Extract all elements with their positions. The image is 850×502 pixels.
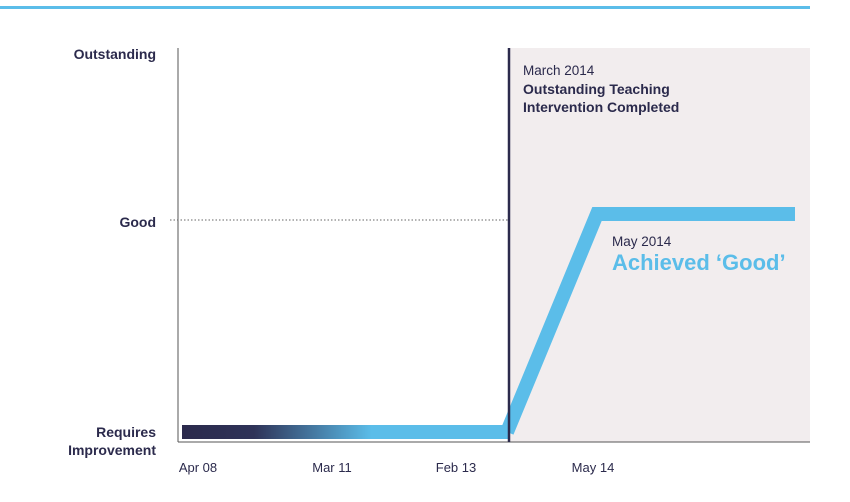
x-tick-feb-13: Feb 13 xyxy=(436,460,476,475)
series-segment-rise xyxy=(500,207,795,435)
annotation-intervention-line1: Outstanding Teaching xyxy=(523,81,670,97)
annotation-may-date: May 2014 xyxy=(612,234,672,249)
x-tick-apr-08: Apr 08 xyxy=(179,460,217,475)
top-accent-rule xyxy=(0,6,810,9)
annotation-achieved-good: Achieved ‘Good’ xyxy=(612,250,786,275)
annotation-march-date: March 2014 xyxy=(523,63,595,78)
post-intervention-shade xyxy=(509,48,810,442)
annotation-intervention-line2: Intervention Completed xyxy=(523,99,679,115)
y-tick-improvement: Improvement xyxy=(68,442,156,458)
x-tick-may-14: May 14 xyxy=(572,460,615,475)
y-tick-outstanding: Outstanding xyxy=(74,46,156,62)
y-tick-good: Good xyxy=(119,214,156,230)
x-tick-mar-11: Mar 11 xyxy=(312,460,352,475)
y-tick-requires: Requires xyxy=(96,424,156,440)
series-segment-flat xyxy=(182,425,509,439)
